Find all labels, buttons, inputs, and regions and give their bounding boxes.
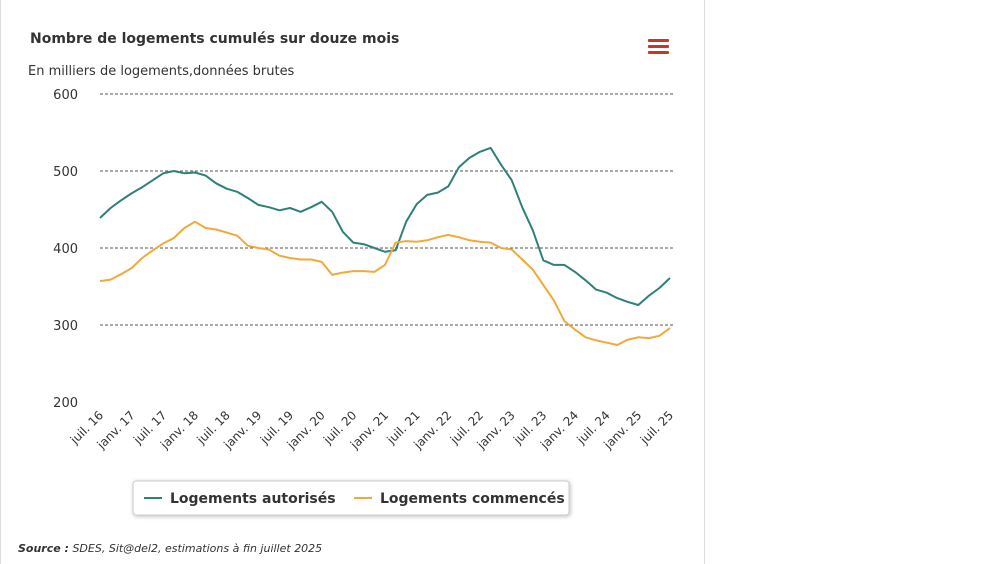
- y-tick-label: 600: [53, 88, 78, 103]
- legend-label: Logements commencés: [380, 491, 565, 507]
- chart-subtitle: En milliers de logements,données brutes: [28, 64, 295, 79]
- series-line: [99, 220, 671, 346]
- source-note: Source : SDES, Sit@del2, estimations à f…: [18, 542, 322, 555]
- y-tick-label: 500: [53, 165, 78, 180]
- source-label: Source :: [18, 542, 69, 555]
- y-tick-label: 200: [53, 396, 78, 411]
- y-tick-label: 300: [53, 319, 78, 334]
- chart-title: Nombre de logements cumulés sur douze mo…: [30, 31, 399, 47]
- legend-label: Logements autorisés: [170, 491, 336, 507]
- series-line: [99, 146, 671, 306]
- legend: [132, 480, 570, 516]
- y-tick-label: 400: [53, 242, 78, 257]
- card: [0, 0, 705, 564]
- source-text: SDES, Sit@del2, estimations à fin juille…: [72, 542, 322, 555]
- menu-button[interactable]: [648, 39, 669, 54]
